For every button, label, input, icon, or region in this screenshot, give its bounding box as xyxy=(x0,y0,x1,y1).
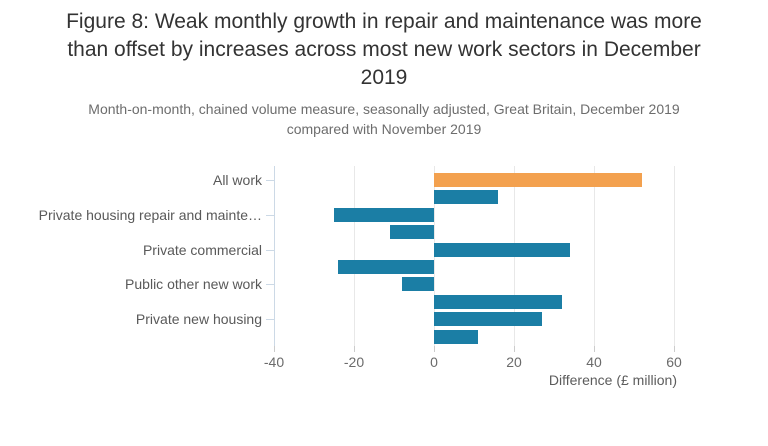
data-bar[interactable] xyxy=(390,225,434,240)
x-tick-label: 0 xyxy=(430,354,438,370)
x-axis-tick xyxy=(594,346,595,352)
category-tick xyxy=(266,319,274,321)
category-label: Public other new work xyxy=(125,276,262,293)
data-bar[interactable] xyxy=(434,294,562,309)
x-axis-tick xyxy=(434,346,435,352)
x-axis-tick xyxy=(674,346,675,352)
x-tick-label: -40 xyxy=(263,354,285,370)
category-label: All work xyxy=(212,172,262,188)
data-bar[interactable] xyxy=(434,329,478,344)
category-tick xyxy=(266,249,274,251)
category-label: Private new housing xyxy=(135,311,262,328)
x-gridline xyxy=(674,166,675,346)
chart-title: Figure 8: Weak monthly growth in repair … xyxy=(66,10,702,89)
category-tick xyxy=(266,180,274,181)
category-tick xyxy=(266,214,274,216)
category-tick xyxy=(266,284,274,286)
data-bar[interactable] xyxy=(338,260,434,274)
x-tick-label: 40 xyxy=(586,354,602,370)
x-axis-tick xyxy=(514,346,515,352)
bar-chart-plot: Difference (£ million) -40 -20 0 20 40 60 All … xyxy=(0,150,768,400)
x-axis-tick xyxy=(274,346,275,352)
data-bar[interactable] xyxy=(434,312,542,327)
x-gridline xyxy=(594,166,595,346)
y-axis-line xyxy=(274,166,275,346)
data-bar[interactable] xyxy=(434,242,570,257)
x-axis-tick xyxy=(354,346,355,352)
x-tick-label: 60 xyxy=(666,354,682,370)
chart-subtitle: Month-on-month, chained volume measure, … xyxy=(88,101,680,137)
category-label: Private commercial xyxy=(142,241,262,258)
x-tick-label: -20 xyxy=(343,354,365,370)
data-bar[interactable] xyxy=(434,190,498,205)
x-axis-title: Difference (£ million) xyxy=(548,372,677,388)
data-bar[interactable] xyxy=(402,277,434,292)
category-label: Private housing repair and mainte… xyxy=(38,206,262,223)
data-bar[interactable] xyxy=(334,207,434,222)
data-bar[interactable] xyxy=(434,173,642,187)
x-gridline xyxy=(354,166,355,346)
x-tick-label: 20 xyxy=(506,354,522,370)
